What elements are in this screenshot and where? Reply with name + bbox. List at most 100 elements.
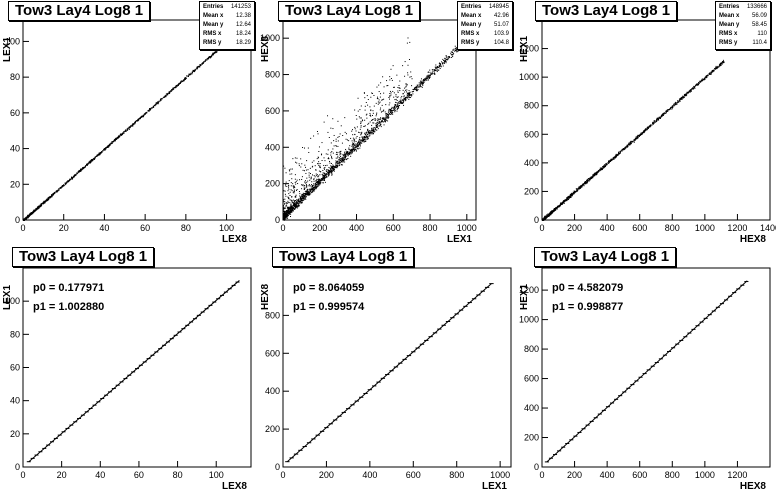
outlier-point	[318, 179, 320, 181]
outlier-point	[321, 160, 323, 162]
outlier-point	[407, 72, 409, 74]
scatter-point	[453, 49, 455, 51]
scatter-point	[445, 55, 447, 57]
scatter-point	[719, 63, 721, 65]
outlier-point	[401, 95, 403, 97]
outlier-point	[287, 197, 289, 199]
scatter-point	[123, 132, 125, 134]
scatter-point	[391, 108, 393, 110]
scatter-point	[599, 170, 601, 172]
scatter-point	[454, 50, 456, 52]
scatter-point	[419, 80, 421, 82]
scatter-point	[692, 87, 694, 89]
scatter-point	[666, 109, 668, 111]
scatter-point	[147, 110, 149, 112]
scatter-point	[422, 80, 424, 82]
scatter-point	[75, 174, 77, 176]
scatter-point	[437, 69, 439, 71]
scatter-point	[712, 70, 714, 72]
scatter-point	[359, 144, 361, 146]
outlier-point	[335, 153, 337, 155]
scatter-point	[410, 94, 412, 96]
scatter-point	[90, 160, 92, 162]
scatter-point	[196, 66, 198, 68]
scatter-point	[122, 132, 124, 134]
outlier-point	[371, 114, 373, 116]
outlier-point	[286, 202, 288, 204]
scatter-point	[551, 211, 553, 213]
scatter-point	[687, 91, 689, 93]
scatter-point	[425, 78, 427, 80]
scatter-point	[314, 187, 316, 189]
outlier-point	[327, 149, 329, 151]
outlier-point	[397, 86, 399, 88]
scatter-point	[114, 140, 116, 142]
scatter-point	[316, 181, 318, 183]
outlier-point	[402, 65, 404, 67]
outlier-point	[336, 153, 338, 155]
outlier-point	[406, 84, 408, 86]
outlier-point	[285, 172, 287, 174]
scatter-point	[621, 149, 623, 151]
scatter-point	[590, 177, 592, 179]
scatter-point	[364, 141, 366, 143]
scatter-point	[168, 91, 170, 93]
scatter-point	[156, 103, 158, 105]
scatter-point	[644, 130, 646, 132]
scatter-point	[431, 73, 433, 75]
scatter-point	[364, 136, 366, 138]
scatter-point	[429, 71, 431, 73]
scatter-point	[43, 200, 45, 202]
outlier-point	[404, 75, 406, 77]
outlier-point	[377, 118, 379, 120]
scatter-point	[192, 69, 194, 71]
outlier-point	[293, 190, 295, 192]
outlier-point	[407, 37, 409, 39]
scatter-point	[599, 169, 601, 171]
outlier-point	[295, 189, 297, 191]
outlier-point	[294, 207, 296, 209]
scatter-point	[345, 152, 347, 154]
scatter-point	[323, 177, 325, 179]
outlier-point	[366, 113, 368, 115]
scatter-point	[166, 94, 168, 96]
scatter-point	[42, 203, 44, 205]
scatter-point	[594, 172, 596, 174]
outlier-point	[296, 157, 298, 159]
scatter-point	[680, 98, 682, 100]
scatter-point	[557, 205, 559, 207]
scatter-point	[604, 165, 606, 167]
scatter-point	[421, 81, 423, 83]
outlier-point	[324, 168, 326, 170]
outlier-point	[293, 208, 295, 210]
scatter-point	[299, 196, 301, 198]
scatter-point	[595, 172, 597, 174]
scatter-point	[601, 168, 603, 170]
outlier-point	[377, 98, 379, 100]
outlier-point	[333, 134, 335, 136]
scatter-point	[594, 174, 596, 176]
outlier-point	[341, 142, 343, 144]
outlier-point	[352, 143, 354, 145]
outlier-point	[383, 86, 385, 88]
scatter-point	[349, 153, 351, 155]
scatter-point	[426, 76, 428, 78]
scatter-point	[173, 87, 175, 89]
scatter-point	[397, 106, 399, 108]
stats-row: Mean x 56.09	[719, 12, 767, 21]
outlier-point	[299, 198, 301, 200]
scatter-point	[581, 186, 583, 188]
outlier-point	[327, 153, 329, 155]
scatter-point	[152, 106, 154, 108]
scatter-point	[331, 168, 333, 170]
scatter-point	[719, 64, 721, 66]
scatter-point	[294, 205, 296, 207]
scatter-point	[564, 200, 566, 202]
scatter-point	[333, 169, 335, 171]
scatter-point	[54, 191, 56, 193]
outlier-point	[290, 189, 292, 191]
y-axis-label: HEX1	[519, 35, 530, 62]
outlier-point	[313, 188, 315, 190]
scatter-point	[369, 131, 371, 133]
scatter-point	[371, 131, 373, 133]
